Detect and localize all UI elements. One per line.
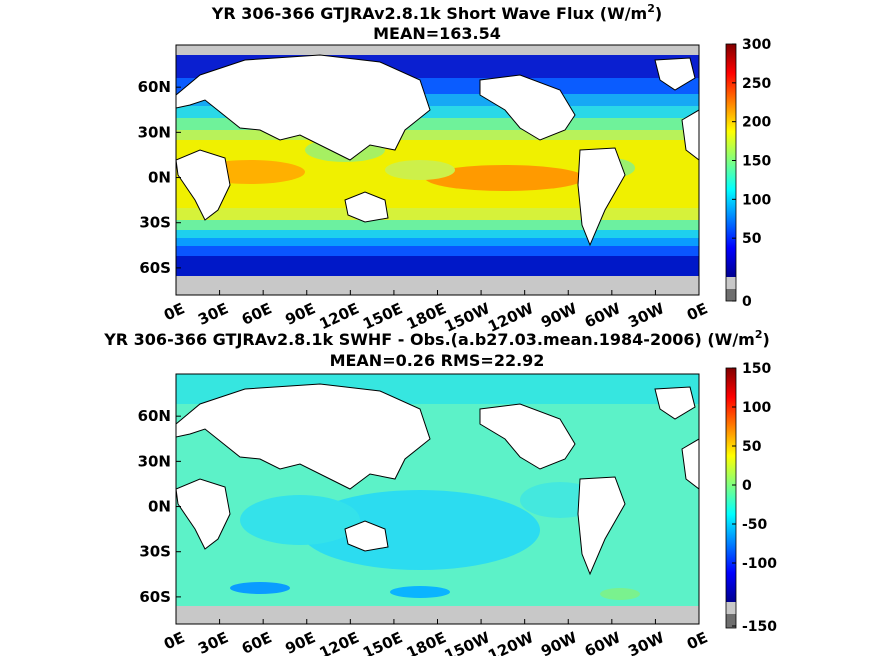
colorbar-tick-label: 0 bbox=[742, 478, 752, 494]
x-tick-label: 30E bbox=[195, 628, 231, 656]
colorbar-dark-bin bbox=[726, 289, 736, 301]
colorbar-tick-label: -150 bbox=[742, 619, 777, 635]
x-tick-label: 60E bbox=[239, 628, 275, 656]
colorbar-dark-bin bbox=[726, 614, 736, 628]
colorbar-tick-label: 100 bbox=[742, 192, 771, 208]
chart-title: YR 306-366 GTJRAv2.8.1k Short Wave Flux … bbox=[211, 2, 662, 23]
x-tick-label: 120W bbox=[485, 628, 536, 656]
colorbar-gradient bbox=[726, 368, 736, 602]
colorbar-tick-label: 150 bbox=[742, 361, 771, 377]
x-tick-label: 60W bbox=[582, 299, 624, 331]
colorbar-tick-label: 200 bbox=[742, 115, 771, 131]
y-tick-label: 60N bbox=[138, 78, 171, 96]
x-tick-label: 90E bbox=[282, 628, 318, 656]
y-tick-label: 0N bbox=[148, 169, 171, 187]
x-tick-label: 90W bbox=[538, 628, 580, 656]
x-tick-label: 120E bbox=[317, 299, 362, 333]
panel-swhf-difference: YR 306-366 GTJRAv2.8.1k SWHF - Obs.(a.b2… bbox=[103, 328, 777, 656]
colorbar-tick-label: 100 bbox=[742, 400, 771, 416]
chart-subtitle: MEAN=0.26 RMS=22.92 bbox=[330, 351, 545, 370]
y-tick-label: 30N bbox=[138, 123, 171, 141]
colorbar-tick-label: 0 bbox=[742, 294, 752, 310]
x-tick-label: 30W bbox=[625, 628, 667, 656]
panel-shortwave-flux: YR 306-366 GTJRAv2.8.1k Short Wave Flux … bbox=[138, 2, 772, 336]
x-tick-label: 60W bbox=[582, 628, 624, 656]
x-tick-label: 0E bbox=[684, 628, 710, 653]
x-tick-label: 150W bbox=[442, 628, 493, 656]
x-tick-label: 120E bbox=[317, 628, 362, 656]
x-tick-label: 150E bbox=[360, 628, 405, 656]
x-tick-label: 30W bbox=[625, 299, 667, 331]
x-tick-label: 150E bbox=[360, 299, 405, 333]
colorbar-gray-bin bbox=[726, 602, 736, 614]
y-tick-label: 60S bbox=[139, 259, 171, 277]
x-tick-label: 60E bbox=[239, 299, 275, 328]
colorbar-tick-label: 150 bbox=[742, 154, 771, 170]
x-tick-label: 0E bbox=[161, 628, 187, 653]
colorbar-gradient bbox=[726, 44, 736, 277]
continents bbox=[176, 54, 699, 247]
y-tick-label: 30S bbox=[139, 214, 171, 232]
y-ticks: 60N 30N 0N 30S 60S bbox=[138, 407, 181, 606]
colorbar-tick-label: 50 bbox=[742, 231, 762, 247]
x-tick-label: 0E bbox=[684, 299, 710, 324]
x-tick-label: 180E bbox=[404, 299, 449, 333]
colorbar: 150 100 50 0 -50 -100 -150 bbox=[725, 361, 777, 635]
chart-subtitle: MEAN=163.54 bbox=[373, 24, 501, 43]
chart-title: YR 306-366 GTJRAv2.8.1k SWHF - Obs.(a.b2… bbox=[103, 328, 770, 349]
y-ticks: 60N 30N 0N 30S 60S bbox=[138, 78, 181, 277]
x-tick-label: 90W bbox=[538, 299, 580, 331]
y-tick-label: 0N bbox=[148, 498, 171, 516]
colorbar-tick-label: -100 bbox=[742, 556, 777, 572]
y-tick-label: 30S bbox=[139, 543, 171, 561]
y-tick-label: 60S bbox=[139, 588, 171, 606]
x-tick-label: 0E bbox=[161, 299, 187, 324]
y-tick-label: 60N bbox=[138, 407, 171, 425]
colorbar-tick-label: 300 bbox=[742, 37, 771, 53]
x-tick-label: 90E bbox=[282, 299, 318, 328]
colorbar: 300 250 200 150 100 50 0 bbox=[725, 37, 771, 310]
x-tick-label: 30E bbox=[195, 299, 231, 328]
y-tick-label: 30N bbox=[138, 452, 171, 470]
colorbar-tick-label: -50 bbox=[742, 517, 768, 533]
continents bbox=[176, 383, 699, 576]
colorbar-tick-label: 50 bbox=[742, 439, 762, 455]
colorbar-tick-label: 250 bbox=[742, 76, 771, 92]
colorbar-gray-bin bbox=[726, 277, 736, 289]
